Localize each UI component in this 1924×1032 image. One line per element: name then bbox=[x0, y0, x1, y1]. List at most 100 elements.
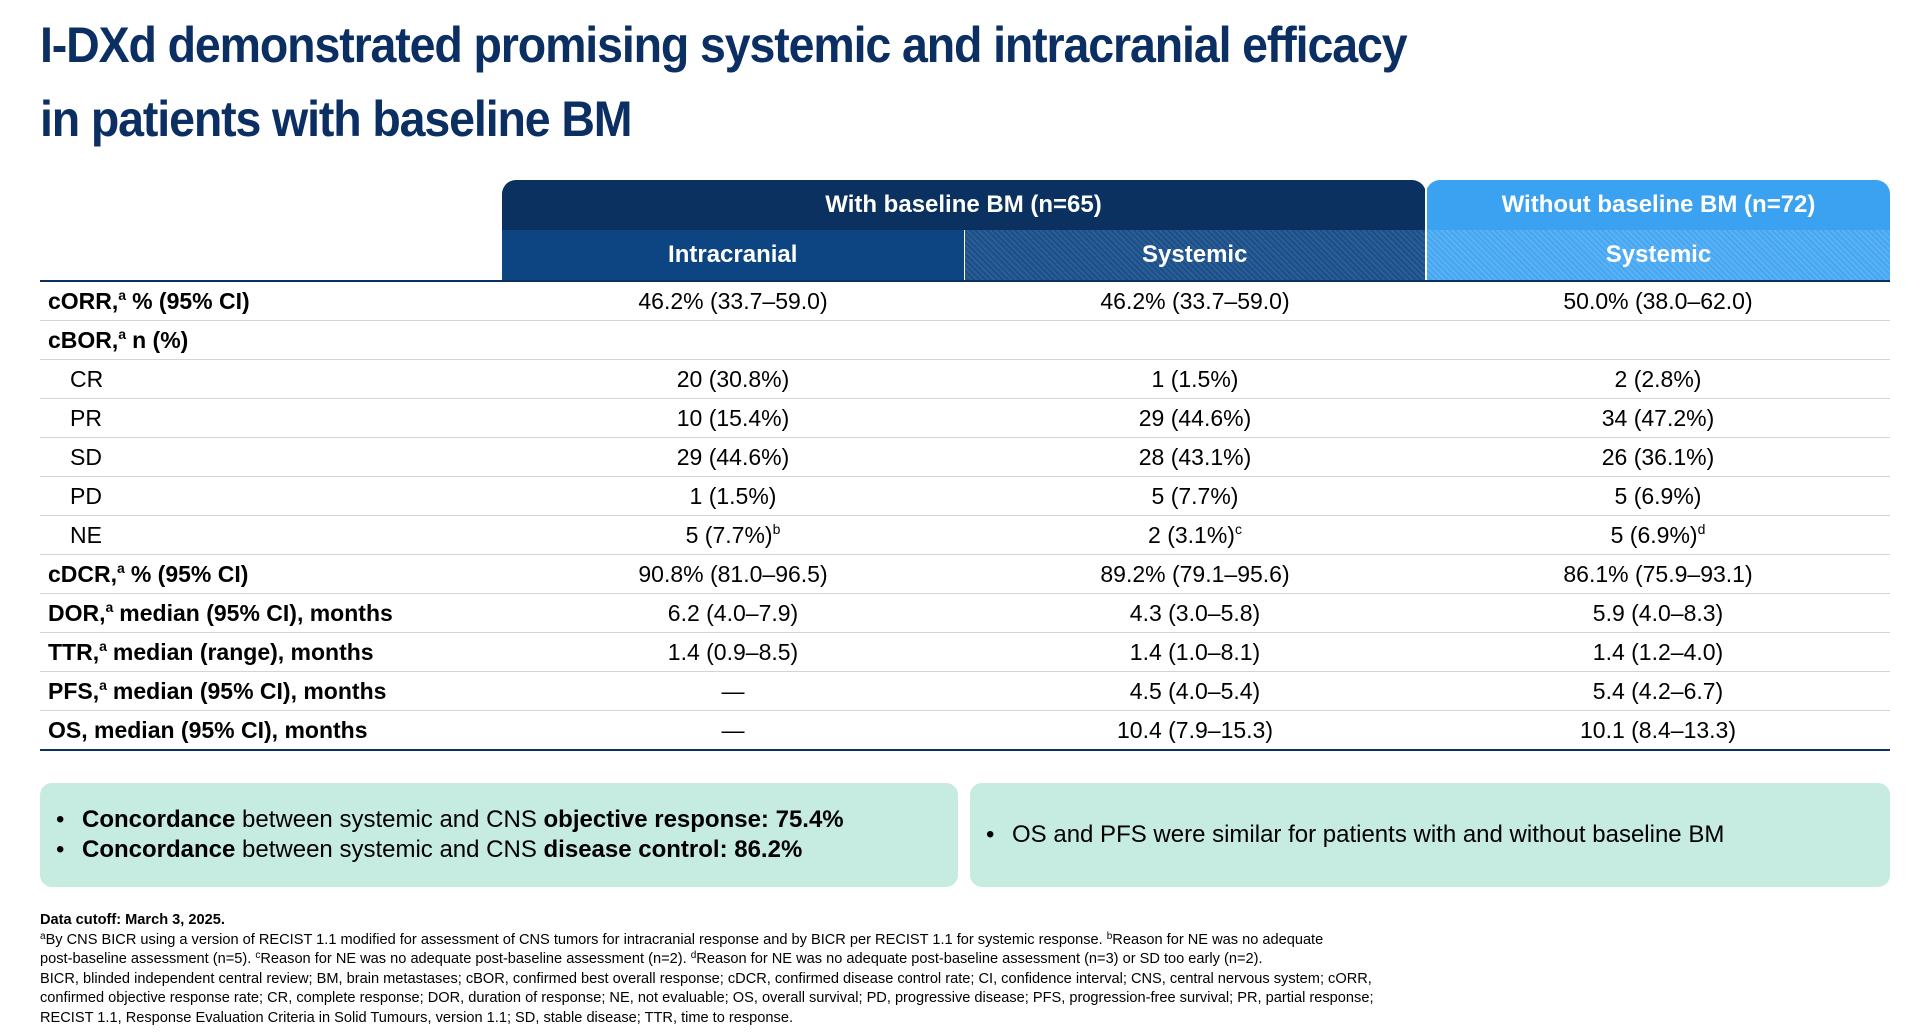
value-cell: 90.8% (81.0–96.5) bbox=[502, 554, 964, 594]
cell-text: 50.0% (38.0–62.0) bbox=[1563, 287, 1753, 314]
value-cell: 1 (1.5%) bbox=[964, 359, 1426, 399]
label-text: cDCR, bbox=[48, 560, 118, 587]
label-text: median (95% CI), months bbox=[112, 677, 387, 704]
value-cell: 10 (15.4%) bbox=[502, 398, 964, 438]
cell-text: 5 (7.7%) bbox=[1151, 482, 1239, 509]
value-cell: 4.5 (4.0–5.4) bbox=[964, 671, 1426, 711]
text-segment: By CNS BICR using a version of RECIST 1.… bbox=[45, 931, 1107, 948]
value-cell: 5 (6.9%)d bbox=[1426, 515, 1890, 555]
table-row: OS, median (95% CI), months — 10.4 (7.9–15… bbox=[40, 710, 1890, 751]
bullet-item: OS and PFS were similar for patients wit… bbox=[986, 820, 1890, 850]
value-cell: 1.4 (0.9–8.5) bbox=[502, 632, 964, 672]
cell-text: 4.5 (4.0–5.4) bbox=[1129, 677, 1261, 704]
cell-text: 1.4 (1.0–8.1) bbox=[1129, 638, 1261, 665]
bullet-item: Concordance between systemic and CNS dis… bbox=[56, 835, 958, 865]
cell-text: 1.4 (1.2–4.0) bbox=[1592, 638, 1724, 665]
group-header: Without baseline BM (n=72) bbox=[1426, 180, 1890, 230]
label-text: % (95% CI) bbox=[132, 287, 250, 314]
value-cell: 28 (43.1%) bbox=[964, 437, 1426, 477]
text-segment: between systemic and CNS bbox=[235, 836, 544, 863]
row-label: PFS,a median (95% CI), months bbox=[40, 671, 502, 711]
cell-text: 29 (44.6%) bbox=[676, 443, 790, 470]
value-cell: 5 (7.7%) bbox=[964, 476, 1426, 516]
footnote-line: Data cutoff: March 3, 2025. bbox=[40, 911, 1374, 931]
cell-text: — bbox=[721, 716, 745, 743]
cell-text: 5 (7.7%) bbox=[685, 521, 773, 548]
cell-text: 29 (44.6%) bbox=[1138, 404, 1252, 431]
value-cell: 50.0% (38.0–62.0) bbox=[1426, 281, 1890, 321]
value-cell: 89.2% (79.1–95.6) bbox=[964, 554, 1426, 594]
row-label: DOR,a median (95% CI), months bbox=[40, 593, 502, 633]
cell-text: 2 (3.1%) bbox=[1148, 521, 1235, 548]
label-text: PFS, bbox=[48, 677, 100, 704]
cell-text: 10 (15.4%) bbox=[676, 404, 790, 431]
cell-text: 1 (1.5%) bbox=[689, 482, 777, 509]
value-cell: 29 (44.6%) bbox=[502, 437, 964, 477]
row-label: PR bbox=[40, 398, 502, 438]
text-segment: Concordance bbox=[82, 836, 236, 863]
cell-text: 6.2 (4.0–7.9) bbox=[667, 599, 799, 626]
label-text: TTR, bbox=[48, 638, 100, 665]
text-segment: post-baseline assessment (n=5). bbox=[40, 951, 256, 968]
value-cell: 29 (44.6%) bbox=[964, 398, 1426, 438]
table-row: cDCR,a % (95% CI) 90.8% (81.0–96.5) 89.2% (… bbox=[40, 554, 1890, 594]
table-row: PR 10 (15.4%) 29 (44.6%) 34 (47.2%) bbox=[40, 398, 1890, 438]
value-cell: 2 (2.8%) bbox=[1426, 359, 1890, 399]
text-segment: objective response: 75.4% bbox=[543, 806, 844, 833]
footnote-marker: b bbox=[1106, 930, 1113, 942]
label-text: PD bbox=[70, 482, 102, 509]
value-cell: 1.4 (1.2–4.0) bbox=[1426, 632, 1890, 672]
footnote-marker: a bbox=[118, 325, 127, 342]
text-segment: RECIST 1.1, Response Evaluation Criteria… bbox=[40, 1009, 794, 1026]
text-segment: OS and PFS were similar for patients wit… bbox=[1012, 821, 1725, 848]
value-cell: 20 (30.8%) bbox=[502, 359, 964, 399]
footnote-marker: a bbox=[99, 676, 107, 693]
footnote-marker: c bbox=[255, 950, 261, 962]
row-label: NE bbox=[40, 515, 502, 555]
column-header: Systemic bbox=[1426, 230, 1890, 282]
row-label: TTR,a median (range), months bbox=[40, 632, 502, 672]
footnote-marker: b bbox=[772, 520, 781, 537]
text-segment: between systemic and CNS bbox=[235, 806, 544, 833]
cell-text: 1 (1.5%) bbox=[1151, 365, 1239, 392]
footnotes: Data cutoff: March 3, 2025. aBy CNS BICR … bbox=[40, 911, 1374, 1029]
footnote-line: post-baseline assessment (n=5). cReason … bbox=[40, 950, 1374, 970]
text-segment: BICR, blinded independent central review… bbox=[40, 970, 1372, 987]
value-cell: 2 (3.1%)c bbox=[964, 515, 1426, 555]
cell-text: 86.1% (75.9–93.1) bbox=[1563, 560, 1753, 587]
table-row: cBOR,a n (%) bbox=[40, 320, 1890, 360]
title-line: in patients with baseline BM bbox=[40, 91, 633, 147]
title-line: I-DXd demonstrated promising systemic an… bbox=[40, 17, 1408, 73]
value-cell: 34 (47.2%) bbox=[1426, 398, 1890, 438]
label-text: % (95% CI) bbox=[130, 560, 249, 587]
value-cell: — bbox=[502, 671, 964, 711]
cell-text: 5.4 (4.2–6.7) bbox=[1592, 677, 1724, 704]
label-text: cORR, bbox=[48, 287, 119, 314]
value-cell: 1.4 (1.0–8.1) bbox=[964, 632, 1426, 672]
label-text: OS, median (95% CI), months bbox=[48, 716, 368, 743]
table-row: DOR,a median (95% CI), months 6.2 (4.0–7.9… bbox=[40, 593, 1890, 633]
cell-text: 34 (47.2%) bbox=[1601, 404, 1715, 431]
text-segment: Reason for NE was no adequate post-basel… bbox=[696, 951, 1263, 968]
footnote-marker: d bbox=[690, 950, 697, 962]
table-row: cORR,a % (95% CI) 46.2% (33.7–59.0) 46.2% (… bbox=[40, 281, 1890, 321]
value-cell: 10.1 (8.4–13.3) bbox=[1426, 710, 1890, 751]
callout-box: Concordance between systemic and CNS obj… bbox=[40, 783, 958, 887]
footnote-marker: c bbox=[1234, 520, 1242, 537]
footnote-marker: d bbox=[1697, 520, 1706, 537]
footnote-marker: a bbox=[40, 930, 46, 942]
table-row: PD 1 (1.5%) 5 (7.7%) 5 (6.9%) bbox=[40, 476, 1890, 516]
value-cell: 46.2% (33.7–59.0) bbox=[502, 281, 964, 321]
row-label: cORR,a % (95% CI) bbox=[40, 281, 502, 321]
value-cell bbox=[964, 320, 1426, 360]
text-segment: Concordance bbox=[82, 806, 236, 833]
column-header: Systemic bbox=[964, 230, 1427, 282]
label-text: CR bbox=[70, 365, 104, 392]
value-cell: 1 (1.5%) bbox=[502, 476, 964, 516]
text-segment: Reason for NE was no adequate post-basel… bbox=[260, 951, 691, 968]
table-body: cORR,a% (95% CI) 46.2% (33.7–59.0) 46.2% (… bbox=[40, 281, 1890, 751]
value-cell: 6.2 (4.0–7.9) bbox=[502, 593, 964, 633]
column-header-row: Intracranial Systemic Systemic bbox=[40, 230, 1890, 282]
cell-text: — bbox=[721, 677, 745, 704]
